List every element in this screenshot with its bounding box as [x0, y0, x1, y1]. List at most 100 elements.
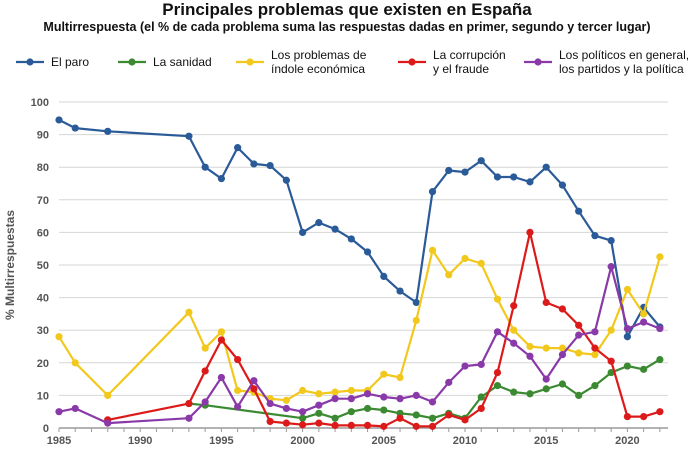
data-point: [607, 236, 615, 245]
data-point: [104, 127, 112, 135]
y-tick-label: 30: [37, 325, 49, 337]
data-point: [266, 399, 274, 408]
data-point: [526, 342, 534, 351]
series-group: [55, 116, 664, 430]
data-point: [347, 235, 355, 243]
data-point: [477, 259, 485, 267]
legend-swatch-marker: [408, 58, 416, 66]
data-point: [217, 175, 225, 183]
data-point: [445, 166, 453, 175]
data-point: [510, 326, 518, 334]
data-point: [591, 232, 599, 240]
data-point: [299, 414, 307, 422]
data-point: [477, 404, 485, 413]
data-point: [331, 414, 339, 422]
legend-item: La sanidad: [118, 55, 212, 69]
data-point: [526, 228, 534, 236]
data-point: [477, 157, 485, 165]
data-point: [363, 390, 372, 398]
data-point: [412, 422, 420, 430]
data-point: [234, 403, 242, 411]
data-point: [234, 386, 242, 395]
y-tick-label: 10: [37, 390, 49, 402]
data-point: [71, 124, 79, 132]
data-point: [623, 324, 632, 333]
data-point: [185, 308, 193, 316]
data-point: [461, 416, 469, 424]
data-point: [412, 298, 420, 307]
data-point: [396, 395, 404, 403]
y-tick-label: 0: [43, 423, 49, 435]
data-point: [396, 287, 404, 295]
data-point: [493, 382, 502, 390]
data-point: [185, 132, 193, 140]
data-point: [380, 422, 388, 430]
data-point: [315, 409, 323, 417]
data-point: [315, 390, 323, 398]
y-tick-label: 40: [37, 293, 49, 305]
data-point: [234, 144, 242, 152]
data-point: [347, 395, 355, 403]
data-point: [331, 225, 339, 233]
y-tick-label: 60: [37, 227, 49, 239]
data-point: [656, 324, 664, 333]
data-point: [623, 285, 632, 294]
legend-swatch-marker: [534, 58, 542, 66]
data-point: [396, 373, 404, 382]
data-point: [201, 367, 209, 375]
chart-subtitle: Multirrespuesta (el % de cada problema s…: [43, 20, 651, 34]
series-1: [55, 116, 664, 341]
series-4: [104, 228, 664, 430]
axes: 0 10 20 30 40 50 60 70 80 90 100 1985 1990 1995 2000 20…: [31, 97, 668, 447]
data-point: [282, 176, 290, 184]
data-point: [217, 336, 225, 344]
y-tick-label: 20: [37, 358, 49, 370]
data-point: [396, 414, 404, 422]
data-point: [185, 414, 193, 422]
data-point: [331, 388, 339, 396]
data-point: [526, 390, 534, 398]
data-point: [558, 305, 567, 313]
data-point: [55, 116, 63, 124]
series-line: [58, 249, 661, 402]
data-point: [428, 188, 437, 196]
data-point: [640, 318, 648, 326]
y-tick-label: 90: [37, 130, 49, 142]
data-point: [493, 328, 502, 336]
series-3: [55, 246, 664, 404]
data-point: [558, 181, 567, 189]
data-point: [266, 161, 274, 170]
data-point: [55, 333, 63, 341]
data-point: [347, 421, 355, 429]
y-tick-label: 80: [37, 162, 49, 174]
data-point: [412, 316, 420, 325]
y-tick-label: 100: [31, 97, 49, 109]
legend-label: Los políticos en general,: [559, 48, 689, 62]
data-point: [542, 385, 550, 393]
data-point: [591, 351, 599, 359]
data-point: [575, 321, 583, 329]
y-tick-label: 70: [37, 195, 49, 207]
legend-item: El paro: [16, 55, 89, 69]
data-point: [510, 339, 518, 347]
data-point: [493, 295, 502, 303]
data-point: [623, 362, 632, 370]
data-point: [640, 412, 648, 421]
data-point: [299, 408, 307, 416]
data-point: [623, 412, 632, 421]
data-point: [542, 344, 550, 352]
data-point: [217, 373, 225, 382]
data-point: [607, 326, 615, 334]
legend-label: y el fraude: [433, 62, 489, 76]
y-tick-label: 50: [37, 260, 49, 272]
data-point: [623, 333, 632, 341]
legend-swatch-marker: [128, 58, 136, 66]
data-point: [299, 386, 307, 395]
data-point: [282, 419, 290, 427]
data-point: [380, 393, 388, 401]
data-point: [477, 360, 485, 369]
data-point: [461, 254, 469, 263]
series-line: [58, 265, 661, 425]
